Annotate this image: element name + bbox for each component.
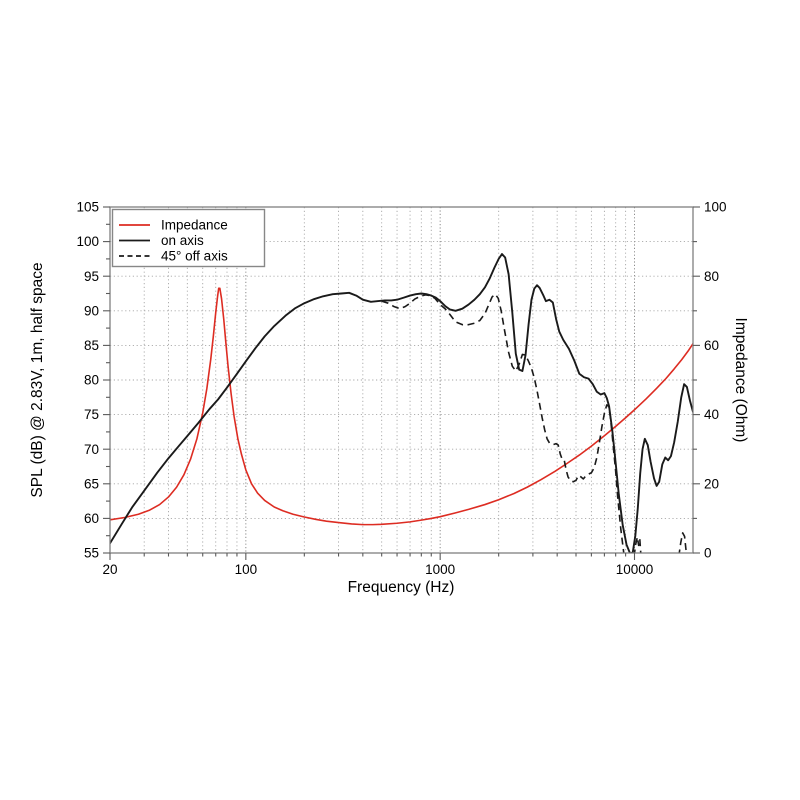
y-right-tick-label: 20 (704, 476, 719, 491)
x-tick-label: 10000 (616, 562, 654, 577)
off-axis-curve (381, 293, 688, 553)
y-left-tick-label: 80 (84, 373, 99, 388)
x-tick-label: 1000 (425, 562, 455, 577)
legend-box (111, 208, 266, 268)
y-left-tick-label: 65 (84, 476, 99, 491)
legend-item-label: Impedance (161, 218, 228, 233)
y-left-tick-label: 95 (84, 269, 99, 284)
on-axis-curve (110, 253, 693, 553)
y-left-tick-label: 100 (76, 234, 99, 249)
curves (110, 253, 693, 553)
y-left-tick-label: 55 (84, 546, 99, 561)
y-right-tick-label: 60 (704, 338, 719, 353)
impedance-curve (110, 287, 693, 526)
y-left-tick-label: 85 (84, 338, 99, 353)
x-tick-label: 100 (235, 562, 258, 577)
y-left-axis-title: SPL (dB) @ 2.83V, 1m, half space (29, 262, 46, 497)
y-left-tick-label: 70 (84, 442, 99, 457)
y-right-axis-title: Impedance (Ohm) (732, 318, 749, 443)
y-left-tick-label: 60 (84, 511, 99, 526)
y-right-tick-label: 80 (704, 269, 719, 284)
axis-ticks-and-labels: 20 100 1000 10000 55 60 65 70 75 80 85 90 95 100 105 0 2… (76, 200, 726, 577)
y-right-tick-label: 0 (704, 546, 712, 561)
x-tick-label: 20 (102, 562, 117, 577)
x-axis-title: Frequency (Hz) (348, 579, 455, 596)
legend-item-label: 45° off axis (161, 249, 228, 264)
y-right-tick-label: 100 (704, 200, 727, 215)
y-left-tick-label: 75 (84, 407, 99, 422)
y-left-tick-label: 90 (84, 303, 99, 318)
y-left-tick-label: 105 (76, 200, 99, 215)
legend-item-label: on axis (161, 233, 204, 248)
y-right-tick-label: 40 (704, 407, 719, 422)
curve-group (110, 253, 693, 553)
